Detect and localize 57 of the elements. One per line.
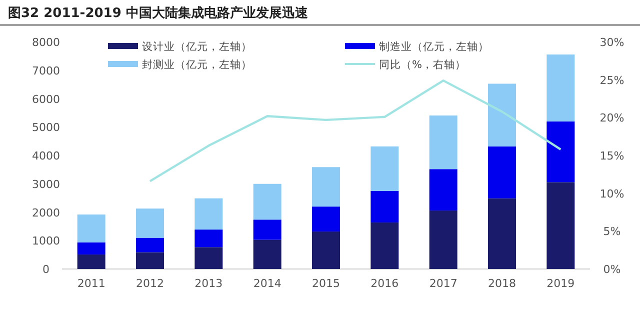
y2-tick-label: 10% [600, 187, 624, 200]
y-tick-label: 8000 [32, 36, 60, 49]
y2-tick-label: 0% [603, 263, 621, 276]
x-tick-label: 2019 [546, 277, 575, 290]
bar [77, 242, 106, 255]
legend-label: 同比（%，右轴） [379, 58, 466, 71]
y2-tick-label: 5% [603, 225, 621, 238]
bar [253, 220, 282, 240]
bar [370, 146, 399, 191]
y-tick-label: 1000 [32, 234, 60, 248]
bar [253, 240, 282, 269]
bar [136, 238, 164, 252]
bar [370, 190, 399, 222]
bar [429, 210, 458, 269]
bar [546, 54, 575, 122]
bar [194, 198, 223, 230]
x-tick-label: 2018 [488, 277, 516, 290]
x-tick-label: 2016 [370, 277, 399, 290]
y-tick-label: 5000 [32, 121, 60, 134]
legend-label: 封测业（亿元，左轴） [142, 58, 252, 71]
bar [77, 214, 106, 242]
legend-label: 制造业（亿元，左轴） [379, 40, 489, 53]
x-tick-label: 2011 [77, 277, 106, 290]
bar [312, 206, 340, 232]
bar [546, 121, 575, 182]
chart-title: 图32 2011-2019 中国大陆集成电路产业发展迅速 [8, 5, 309, 21]
bar [253, 184, 282, 220]
x-tick-label: 2017 [429, 277, 458, 290]
bar [488, 146, 516, 198]
x-tick-label: 2014 [253, 277, 282, 290]
bar [194, 230, 223, 248]
bar [546, 182, 575, 269]
y2-tick-label: 20% [600, 112, 624, 125]
y-tick-label: 3000 [32, 178, 60, 191]
bar [77, 254, 106, 269]
y-tick-label: 7000 [32, 64, 60, 78]
y2-tick-label: 30% [600, 36, 624, 49]
bar [136, 208, 164, 238]
y2-tick-label: 15% [600, 150, 624, 162]
bar [429, 115, 458, 170]
x-tick-label: 2015 [312, 277, 340, 290]
bar [488, 198, 516, 269]
legend-label: 设计业（亿元，左轴） [142, 40, 252, 53]
bar [312, 232, 340, 269]
y2-tick-label: 25% [600, 74, 624, 87]
y-tick-label: 6000 [32, 92, 60, 106]
x-tick-label: 2012 [136, 277, 164, 290]
bar [488, 84, 516, 146]
bar [370, 222, 399, 269]
x-tick-label: 2013 [194, 277, 223, 290]
bar [312, 167, 340, 207]
y-tick-label: 2000 [32, 206, 60, 220]
bar [194, 247, 223, 269]
bar [136, 252, 164, 269]
y-tick-label: 4000 [32, 150, 60, 162]
bar [429, 169, 458, 211]
y-tick-label: 0 [42, 263, 50, 276]
